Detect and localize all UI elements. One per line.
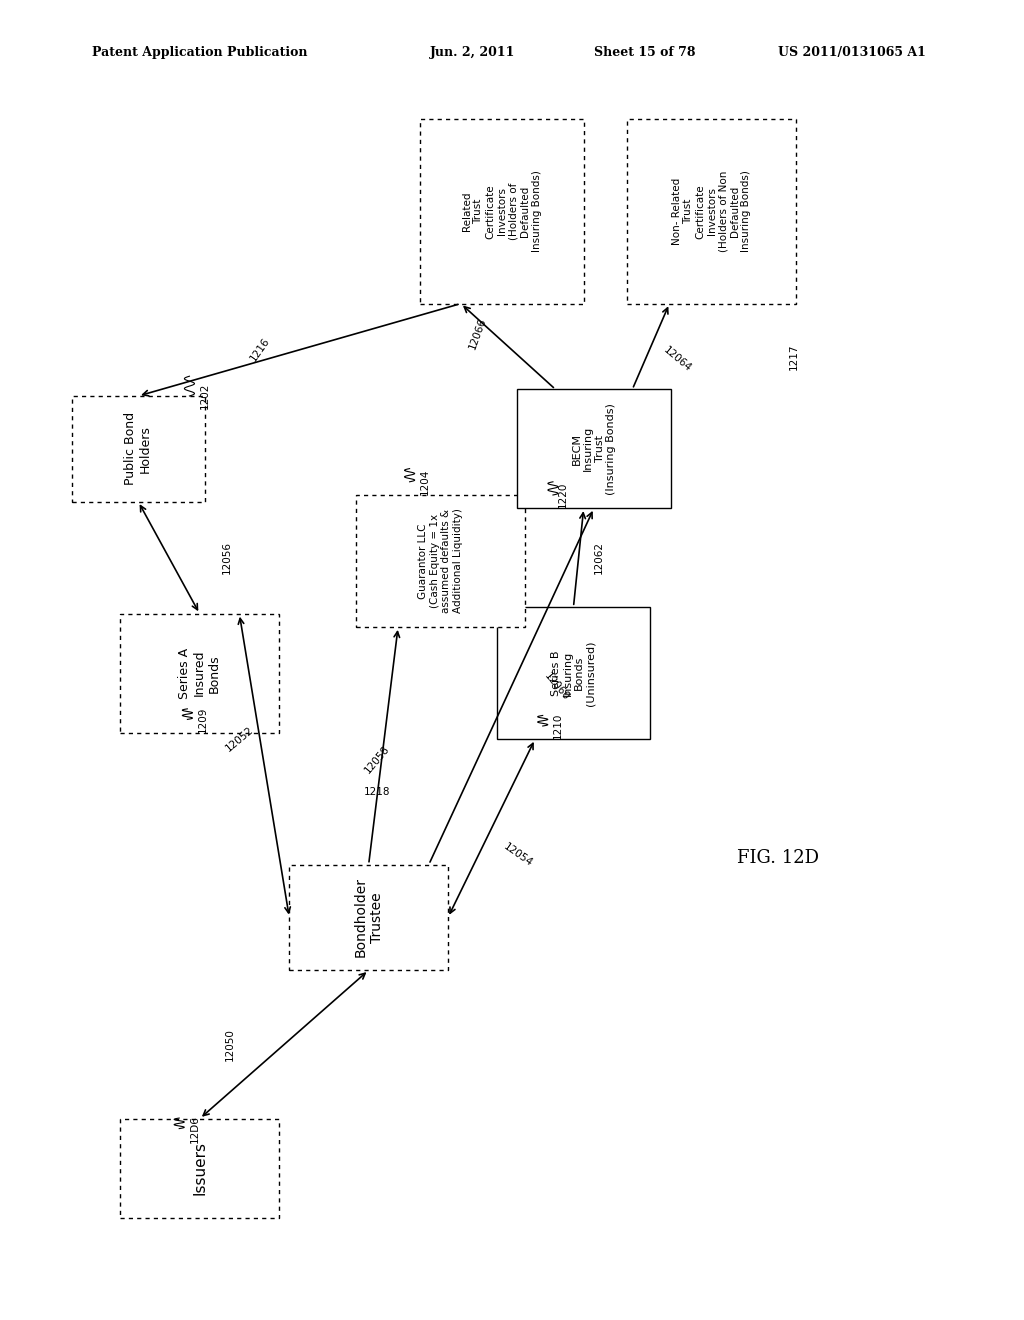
Text: 1204: 1204 [420, 469, 430, 495]
Text: Sheet 15 of 78: Sheet 15 of 78 [594, 46, 695, 59]
Text: 12064: 12064 [662, 346, 693, 374]
Text: Series B
Insuring
Bonds
(Uninsured): Series B Insuring Bonds (Uninsured) [551, 640, 596, 706]
Text: Guarantor LLC
(Cash Equity = 1x
assumed defaults &
Additional Liquidity): Guarantor LLC (Cash Equity = 1x assumed … [418, 508, 463, 614]
Text: 12D6: 12D6 [189, 1114, 200, 1143]
Text: 1218: 1218 [364, 787, 390, 797]
Text: 1202: 1202 [200, 383, 210, 409]
Text: Jun. 2, 2011: Jun. 2, 2011 [430, 46, 515, 59]
FancyBboxPatch shape [121, 614, 279, 733]
Text: BECM
Insuring
Trust
(Insuring Bonds): BECM Insuring Trust (Insuring Bonds) [571, 403, 616, 495]
Text: 12058: 12058 [362, 743, 392, 775]
Text: 12066: 12066 [467, 315, 487, 351]
Text: 12050: 12050 [225, 1028, 236, 1061]
Text: Bondholder
Trustee: Bondholder Trustee [353, 878, 384, 957]
FancyBboxPatch shape [356, 495, 524, 627]
Text: Related
Trust
Certificate
Investors
(Holders of
Defaulted
Insuring Bonds): Related Trust Certificate Investors (Hol… [462, 170, 542, 252]
Text: 12062: 12062 [594, 541, 604, 574]
Text: Patent Application Publication: Patent Application Publication [92, 46, 307, 59]
Text: Public Bond
Holders: Public Bond Holders [124, 412, 153, 486]
Text: US 2011/0131065 A1: US 2011/0131065 A1 [778, 46, 926, 59]
FancyBboxPatch shape [627, 119, 797, 304]
Text: 1210: 1210 [553, 713, 563, 739]
FancyBboxPatch shape [420, 119, 584, 304]
Text: 12060: 12060 [542, 671, 570, 702]
Text: 12056: 12056 [222, 541, 232, 574]
Text: 1209: 1209 [198, 706, 208, 733]
FancyBboxPatch shape [121, 1118, 279, 1217]
Text: Series A
Insured
Bonds: Series A Insured Bonds [178, 648, 221, 698]
FancyBboxPatch shape [497, 607, 650, 739]
Text: Non- Related
Trust
Certificate
Investors
(Holders of Non
Defaulted
Insuring Bond: Non- Related Trust Certificate Investors… [672, 170, 752, 252]
Text: 1216: 1216 [248, 337, 271, 363]
FancyBboxPatch shape [289, 865, 449, 970]
Text: Issuers: Issuers [193, 1142, 207, 1195]
Text: 1217: 1217 [788, 343, 799, 370]
FancyBboxPatch shape [517, 389, 671, 508]
FancyBboxPatch shape [72, 396, 205, 502]
Text: 1220: 1220 [558, 482, 568, 508]
Text: 12052: 12052 [223, 725, 255, 754]
Text: 12054: 12054 [502, 841, 535, 869]
Text: FIG. 12D: FIG. 12D [737, 849, 819, 867]
